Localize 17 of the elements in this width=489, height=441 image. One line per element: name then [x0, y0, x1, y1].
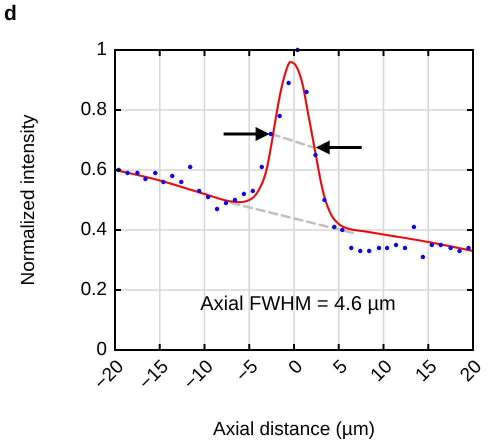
x-tick-label: 15: [412, 356, 442, 386]
y-tick-label: 0.2: [80, 279, 107, 300]
y-tick-label: 1: [96, 39, 107, 60]
x-tick-label: −10: [180, 356, 218, 394]
x-tick-label: −15: [135, 356, 173, 394]
annotation: Axial FWHM = 4.6 µm: [200, 293, 396, 315]
y-tick-label: 0.6: [80, 159, 107, 180]
y-tick-label: 0.4: [80, 219, 108, 240]
x-tick-label: 0: [284, 356, 308, 379]
x-tick-label: 5: [330, 356, 352, 379]
x-tick-label: −5: [232, 356, 262, 386]
chart-title: d: [4, 2, 17, 25]
x-tick-label: 20: [456, 356, 486, 386]
x-axis-title: Axial distance (µm): [213, 419, 375, 440]
y-axis-title: Normalized intensity: [18, 114, 39, 286]
y-tick-label: 0.8: [80, 99, 107, 120]
x-tick-label: 10: [366, 356, 397, 386]
